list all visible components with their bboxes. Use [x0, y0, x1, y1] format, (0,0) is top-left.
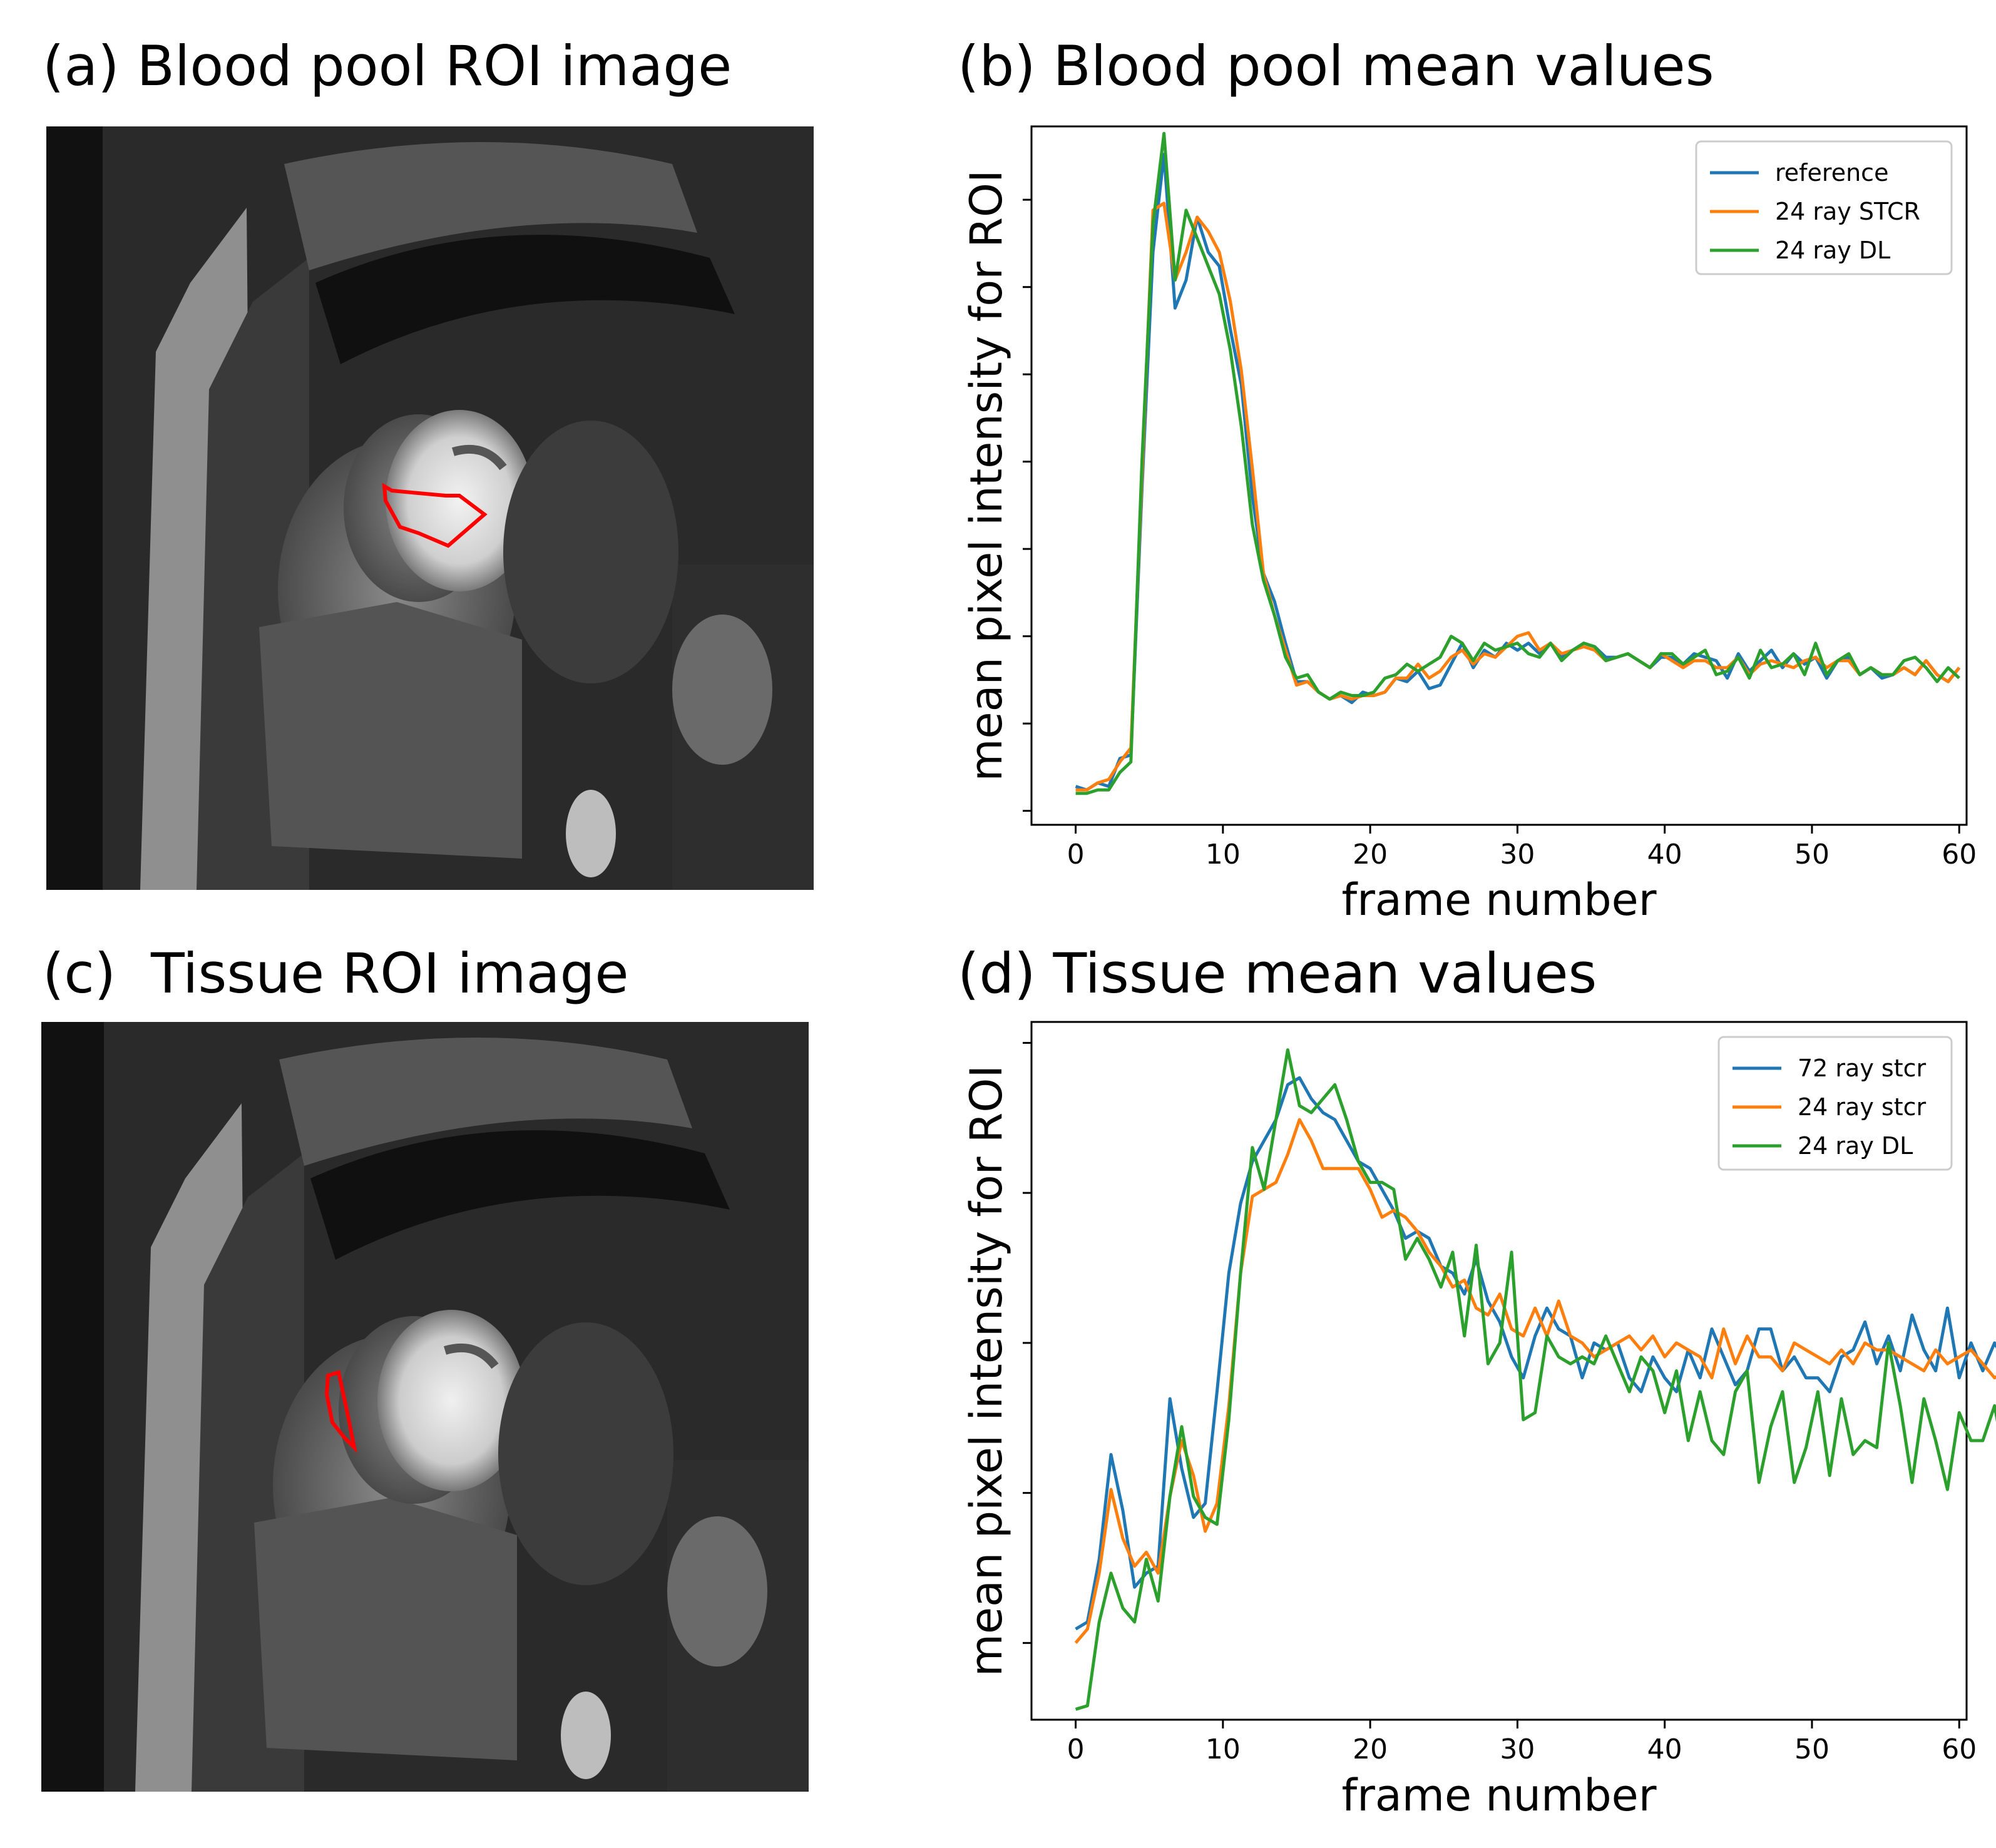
blood-pool-mri-image	[46, 126, 814, 890]
panel-b-title: (b) Blood pool mean values	[958, 34, 1714, 98]
x-tick-label: 0	[1067, 1733, 1085, 1765]
x-tick-label: 60	[1942, 839, 1977, 870]
x-tick-label: 40	[1647, 839, 1682, 870]
x-tick-label: 50	[1794, 839, 1830, 870]
series-line-24-ray-stcr	[1074, 1118, 1996, 1644]
series-line-72-ray-stcr	[1075, 1076, 1996, 1631]
panel-c-title: (c) Tissue ROI image	[43, 941, 629, 1006]
x-tick-label: 10	[1205, 839, 1241, 870]
mri-drawing-a	[46, 126, 814, 890]
y-axis-label: mean pixel intensity for ROI	[961, 1065, 1012, 1677]
x-axis-label: frame number	[1341, 1770, 1656, 1821]
chart-b: 0 10 20 30 40 50 60 frame number mean pixel inte…	[961, 125, 1977, 926]
x-tick-label: 20	[1353, 1733, 1388, 1765]
x-axis-label: frame number	[1341, 874, 1656, 926]
x-tick-label: 10	[1205, 1733, 1241, 1765]
plot-frame	[1030, 1021, 1968, 1721]
tissue-mri-image	[41, 1022, 809, 1792]
x-tick-label: 30	[1500, 839, 1535, 870]
legend-label: 24 ray DL	[1798, 1132, 1913, 1160]
y-axis-label: mean pixel intensity for ROI	[961, 170, 1012, 781]
series-line-24-ray-stcr	[1075, 202, 1961, 792]
x-tick-label: 60	[1942, 1733, 1977, 1765]
legend-box	[1717, 1036, 1953, 1171]
chart-d: 0 10 20 30 40 50 60 frame number mean pixel inte…	[961, 1021, 1996, 1821]
legend-label: 24 ray DL	[1775, 237, 1890, 264]
series-line-24-ray-dl	[1075, 131, 1960, 795]
x-tick-label: 30	[1500, 1733, 1535, 1765]
x-tick-label: 40	[1647, 1733, 1682, 1765]
x-tick-label: 0	[1067, 839, 1085, 870]
mri-drawing-c	[41, 1022, 809, 1792]
x-tick-label: 50	[1794, 1733, 1830, 1765]
legend-label: reference	[1775, 159, 1888, 186]
series-line-24-ray-dl	[1075, 1048, 1996, 1711]
legend: 72 ray stcr 24 ray stcr 24 ray DL	[1717, 1036, 1953, 1171]
tissue-roi-outline	[324, 1370, 357, 1454]
panel-a-title: (a) Blood pool ROI image	[43, 34, 732, 98]
x-tick-label: 20	[1353, 839, 1388, 870]
panel-d-title: (d) Tissue mean values	[958, 941, 1597, 1006]
legend-label: 24 ray stcr	[1798, 1093, 1926, 1121]
legend-label: 24 ray STCR	[1775, 198, 1920, 225]
legend-label: 72 ray stcr	[1798, 1054, 1926, 1082]
plot-frame	[1030, 125, 1968, 826]
blood-pool-roi-outline	[382, 482, 488, 548]
legend: reference 24 ray STCR 24 ray DL	[1695, 140, 1953, 275]
legend-box	[1695, 140, 1953, 275]
